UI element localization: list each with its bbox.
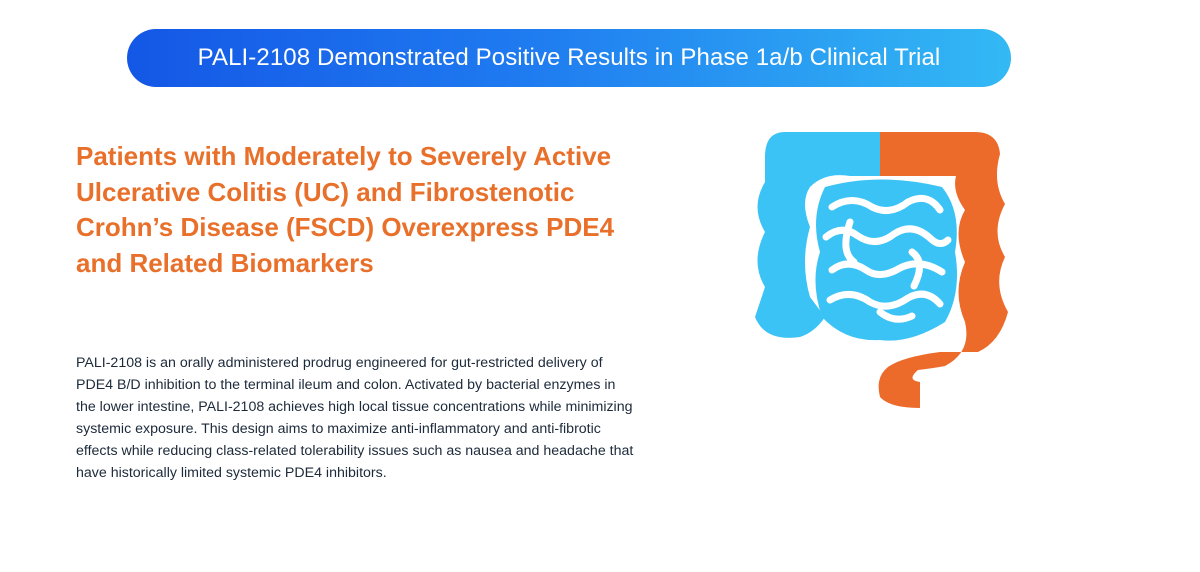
headline: Patients with Moderately to Severely Act… <box>76 141 615 278</box>
banner-title: PALI-2108 Demonstrated Positive Results … <box>197 44 941 71</box>
intestine-svg <box>755 132 1008 408</box>
title-banner: PALI-2108 Demonstrated Positive Results … <box>127 29 1011 87</box>
intestine-loops <box>822 194 952 323</box>
body-paragraph: PALI-2108 is an orally administered prod… <box>76 355 634 481</box>
colon-left-section <box>755 132 880 338</box>
intestine-icon <box>730 112 1030 412</box>
colon-right-section <box>878 132 1008 408</box>
